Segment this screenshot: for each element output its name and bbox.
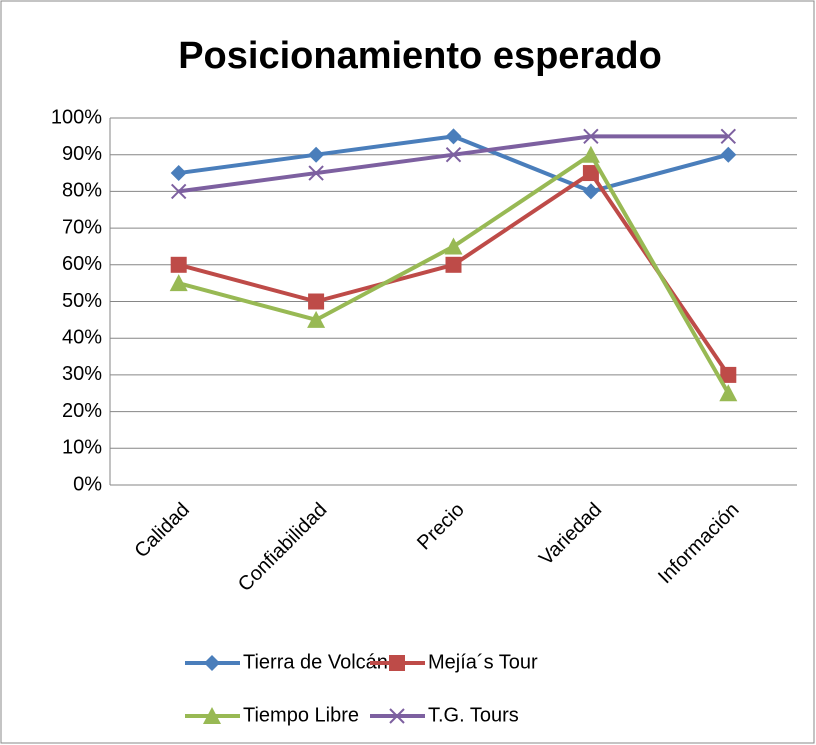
chart-title: Posicionamiento esperado — [178, 35, 662, 77]
legend-marker — [204, 655, 220, 671]
y-tick-label: 40% — [62, 326, 102, 348]
legend-label: Tierra de Volcán — [243, 651, 388, 673]
y-tick-label: 100% — [51, 106, 102, 128]
y-tick-label: 20% — [62, 400, 102, 422]
y-tick-label: 10% — [62, 437, 102, 459]
y-tick-label: 80% — [62, 180, 102, 202]
data-point — [170, 183, 187, 200]
data-point — [308, 146, 325, 163]
data-point — [170, 256, 187, 273]
data-point — [581, 145, 600, 163]
data-point — [720, 366, 737, 383]
data-point — [307, 310, 326, 328]
y-tick-label: 90% — [62, 143, 102, 165]
data-point — [445, 146, 462, 163]
y-tick-label: 50% — [62, 290, 102, 312]
data-point — [720, 146, 737, 163]
data-point — [308, 165, 324, 181]
data-point — [582, 183, 599, 200]
data-point — [720, 128, 737, 145]
y-tick-label: 60% — [62, 253, 102, 275]
legend-label: Mejía´s Tour — [428, 651, 538, 673]
y-tick-label: 0% — [73, 473, 102, 495]
y-tick-label: 30% — [62, 363, 102, 385]
legend-marker — [389, 655, 405, 671]
data-point — [308, 293, 325, 310]
data-point — [445, 128, 462, 145]
data-point — [445, 256, 462, 273]
legend-marker — [389, 708, 405, 724]
y-tick-label: 70% — [62, 216, 102, 238]
data-point — [583, 128, 599, 145]
data-point — [444, 237, 463, 255]
data-point — [582, 165, 599, 182]
legend-label: T.G. Tours — [428, 704, 519, 726]
legend-label: Tiempo Libre — [243, 704, 359, 726]
data-point — [719, 384, 738, 402]
data-point — [169, 274, 188, 292]
data-point — [170, 165, 187, 182]
legend-marker — [203, 707, 221, 724]
